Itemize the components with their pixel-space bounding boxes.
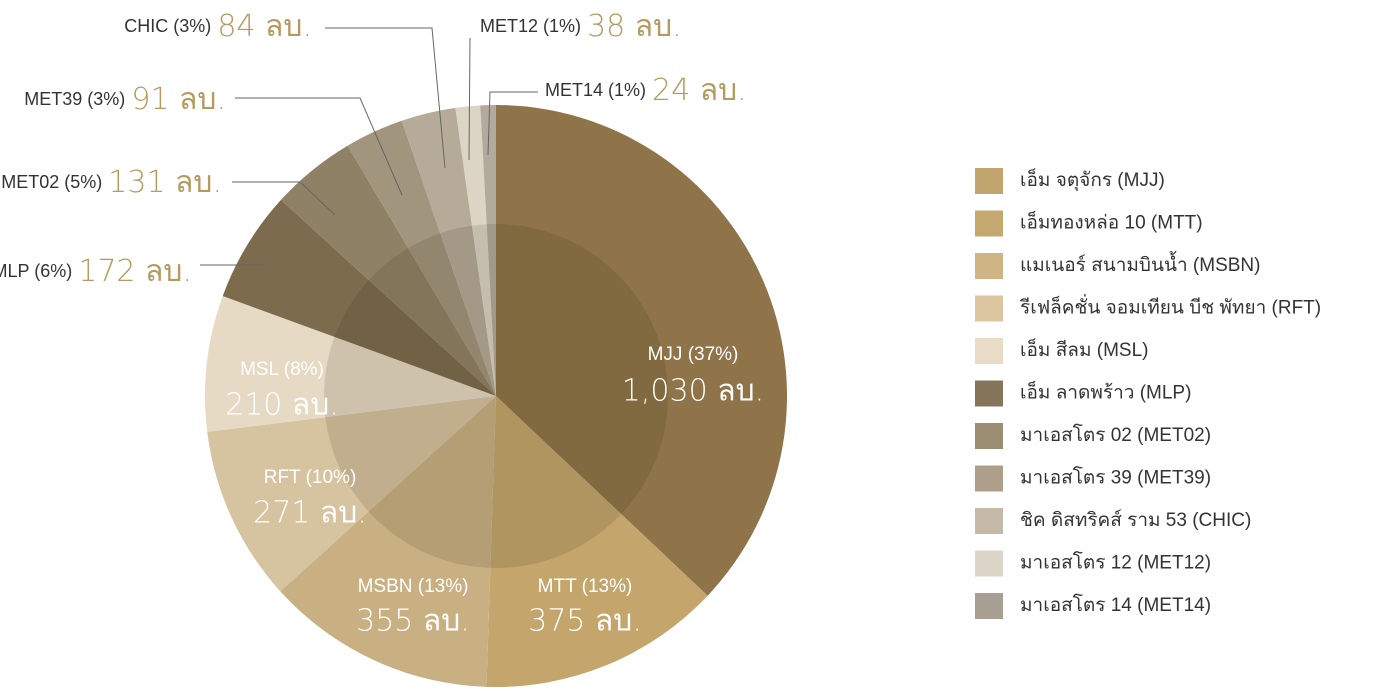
pie-slice bbox=[455, 105, 496, 396]
value-label: 271 ลบ. bbox=[253, 496, 367, 531]
legend-swatch bbox=[975, 295, 1003, 322]
slice-label: CHIC (3%) bbox=[124, 16, 211, 36]
legend-label: เอ็ม สีลม (MSL) bbox=[1020, 337, 1148, 361]
legend-label: มาเอสโตร 39 (MET39) bbox=[1020, 466, 1211, 489]
slice-label: MSBN (13%) bbox=[358, 576, 469, 597]
pie-slice bbox=[486, 396, 708, 688]
leader-line bbox=[235, 97, 403, 196]
legend-label: เอ็ม จตุจักร (MJJ) bbox=[1020, 167, 1165, 192]
pie-slice bbox=[280, 396, 496, 687]
legend-label: รีเฟล็คชั่น จอมเทียน บีช พัทยา (RFT) bbox=[1019, 294, 1321, 319]
pie-slice bbox=[205, 296, 497, 432]
leader-line bbox=[487, 91, 538, 156]
outside-label: MET12 (1%) 38 ลบ. bbox=[480, 9, 682, 44]
legend-label: มาเอสโตร 02 (MET02) bbox=[1020, 423, 1211, 446]
legend-swatch bbox=[975, 593, 1003, 619]
value-label: 172 ลบ. bbox=[78, 254, 192, 289]
legend-label: ชิค ดิสทริคส์ ราม 53 (CHIC) bbox=[1020, 509, 1251, 531]
value-label: 210 ลบ. bbox=[225, 388, 339, 423]
legend-label: เอ็มทองหล่อ 10 (MTT) bbox=[1020, 210, 1203, 234]
value-label: 84 ลบ. bbox=[217, 9, 312, 44]
outside-label: CHIC (3%) 84 ลบ. bbox=[124, 9, 312, 44]
slice-label: MET14 (1%) bbox=[545, 80, 646, 100]
slice-label: RFT (10%) bbox=[264, 467, 357, 488]
slice-label: MLP (6%) bbox=[0, 261, 72, 281]
legend-label: มาเอสโตร 12 (MET12) bbox=[1020, 551, 1211, 574]
outside-label: MLP (6%) 172 ลบ. bbox=[0, 254, 192, 289]
leader-line bbox=[325, 27, 446, 169]
value-label: 355 ลบ. bbox=[356, 604, 470, 639]
legend-swatch bbox=[975, 508, 1003, 534]
outside-label: MET14 (1%) 24 ลบ. bbox=[545, 73, 747, 108]
slice-label: MTT (13%) bbox=[538, 576, 633, 597]
value-label: 91 ลบ. bbox=[131, 82, 226, 117]
outside-label: MET02 (5%) 131 ลบ. bbox=[1, 165, 222, 200]
pie-slice bbox=[480, 105, 496, 396]
value-label: 375 ลบ. bbox=[528, 604, 642, 639]
slice-label: MET02 (5%) bbox=[1, 172, 102, 192]
legend-swatch bbox=[975, 210, 1003, 237]
pie-slice bbox=[496, 105, 787, 596]
legend-swatch bbox=[975, 550, 1003, 577]
legend-swatch bbox=[975, 380, 1003, 407]
legend-swatch bbox=[975, 168, 1003, 194]
legend-label: มาเอสโตร 14 (MET14) bbox=[1020, 593, 1211, 616]
pie-slice bbox=[280, 145, 496, 396]
pie-slice bbox=[222, 199, 496, 396]
slice-label: MET39 (3%) bbox=[24, 89, 125, 109]
legend-label: แมเนอร์ สนามบินน้ำ (MSBN) bbox=[1020, 251, 1260, 276]
pie-slice bbox=[207, 396, 496, 592]
slice-label: MSL (8%) bbox=[240, 359, 324, 380]
value-label: 38 ลบ. bbox=[587, 9, 682, 44]
legend-swatch bbox=[975, 253, 1003, 279]
pie-slice bbox=[347, 120, 496, 396]
outside-label: MET39 (3%) 91 ลบ. bbox=[24, 82, 226, 117]
leader-line bbox=[468, 37, 471, 161]
value-label: 131 ลบ. bbox=[108, 165, 222, 200]
value-label: 1,030 ลบ. bbox=[622, 374, 764, 409]
leader-line bbox=[232, 181, 336, 216]
inner-shade bbox=[324, 224, 668, 568]
value-label: 24 ลบ. bbox=[652, 73, 747, 108]
legend-swatch bbox=[975, 338, 1003, 364]
pie-slice bbox=[401, 107, 496, 397]
legend-swatch bbox=[975, 423, 1003, 449]
legend-swatch bbox=[975, 465, 1003, 492]
slice-label: MJJ (37%) bbox=[648, 344, 739, 365]
legend-label: เอ็ม ลาดพร้าว (MLP) bbox=[1020, 380, 1191, 404]
slice-label: MET12 (1%) bbox=[480, 16, 581, 36]
